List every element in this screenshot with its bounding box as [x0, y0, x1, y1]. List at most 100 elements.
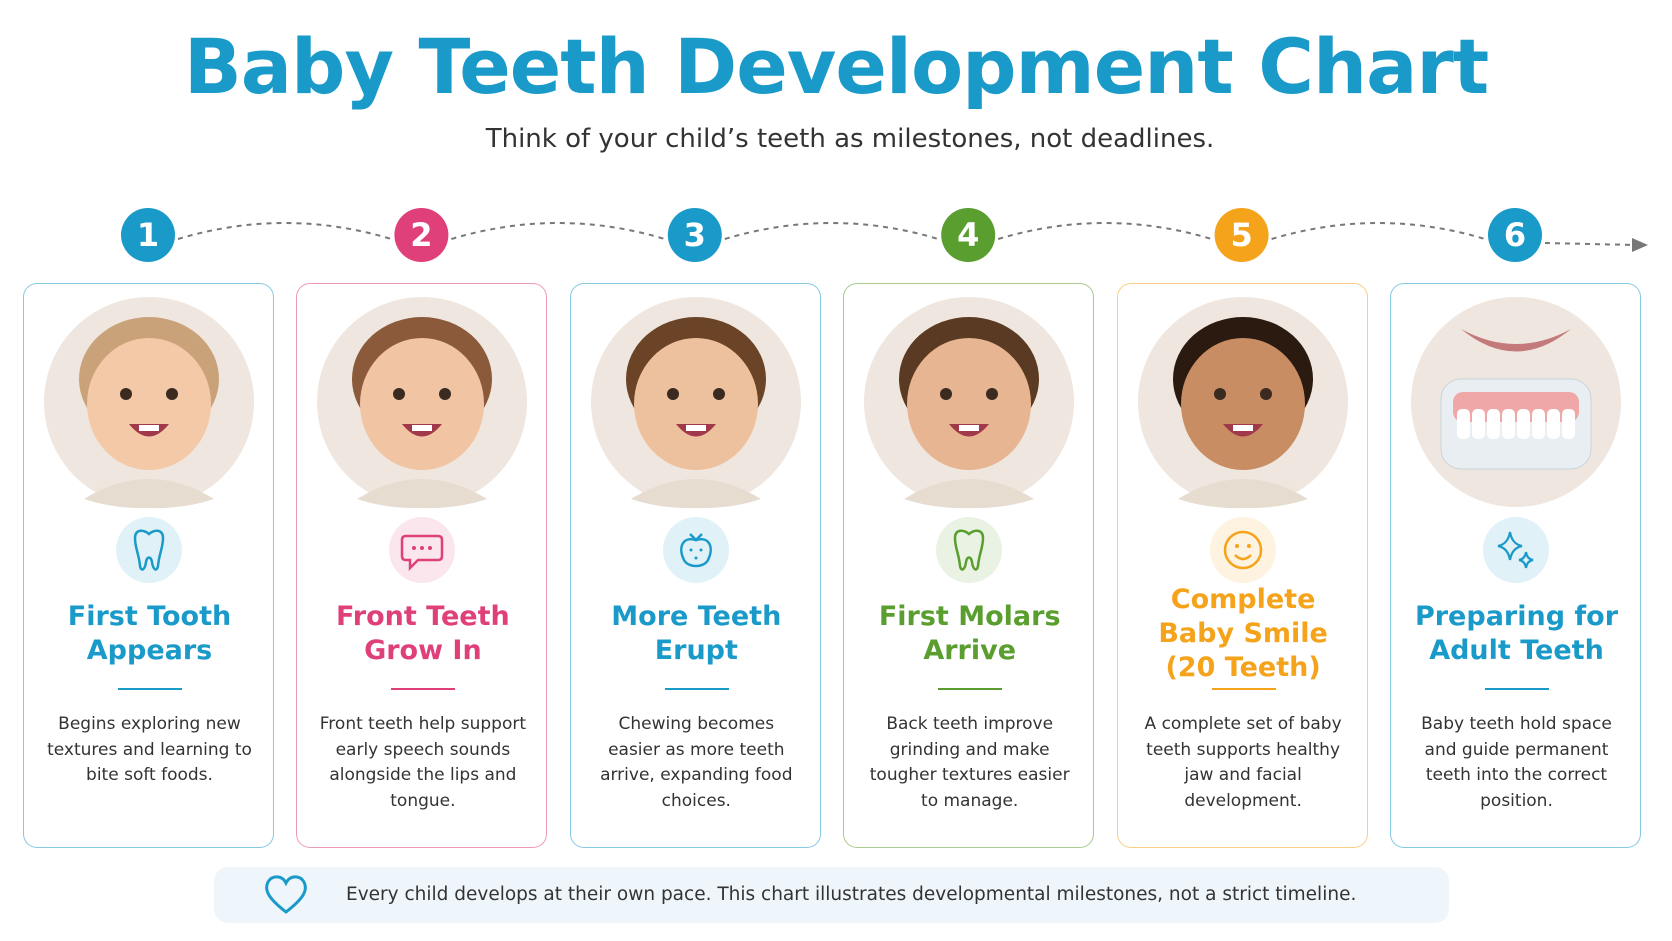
- title-underline: [1211, 688, 1276, 690]
- step-card: First Tooth Appears Begins exploring new …: [23, 283, 274, 848]
- step-title: Preparing for Adult Teeth: [1414, 601, 1619, 666]
- eye: [712, 388, 725, 400]
- face: [633, 338, 758, 470]
- step-text: A complete set of baby teeth supports he…: [1144, 714, 1342, 811]
- icon-part: [1233, 554, 1252, 561]
- step-title: More Teeth Erupt: [611, 601, 782, 666]
- icon-part: [1518, 551, 1534, 569]
- step-art: [864, 297, 1075, 583]
- shirt: [1177, 479, 1308, 509]
- step-badge: [121, 208, 175, 262]
- step-badge: [667, 208, 722, 262]
- footer-note: Every child develops at their own pace. …: [346, 884, 1357, 905]
- icon-part: [1497, 531, 1523, 561]
- icon-bg: [936, 517, 1003, 583]
- gums: [1453, 392, 1579, 422]
- face: [1180, 338, 1305, 470]
- step-text: Front teeth help support early speech so…: [319, 714, 527, 811]
- title-underline: [118, 688, 182, 690]
- title: Baby Teeth Development Chart: [183, 22, 1489, 111]
- icon-part: [694, 556, 698, 560]
- tooth: [1517, 409, 1530, 439]
- eye: [166, 388, 178, 400]
- step-art: [44, 297, 254, 583]
- icon-part: [428, 546, 433, 550]
- step-card: Front Teeth Grow In Front teeth help supp…: [296, 283, 548, 848]
- step-card: Preparing for Adult Teeth Baby teeth hold…: [1390, 283, 1641, 848]
- lips: [1461, 329, 1571, 352]
- heart-icon: [265, 875, 307, 914]
- icon-part: [953, 529, 985, 571]
- step-art: [1411, 297, 1621, 583]
- shirt: [357, 479, 488, 509]
- step-text: Back teeth improve grinding and make tou…: [869, 714, 1070, 811]
- step-art: [1137, 297, 1348, 583]
- teeth: [1232, 425, 1253, 431]
- icon-part: [420, 546, 425, 550]
- step-icon: [1497, 531, 1534, 569]
- icon-part: [1223, 530, 1262, 570]
- tooth: [1547, 409, 1560, 439]
- arrow-head: [1632, 238, 1648, 252]
- step-number: 3: [684, 216, 706, 254]
- icon-part: [699, 548, 703, 552]
- step-icon: [953, 529, 985, 571]
- shirt: [904, 479, 1035, 509]
- icon-part: [1234, 544, 1239, 548]
- eye: [940, 388, 953, 400]
- step-card: Complete Baby Smile (20 Teeth) A complete…: [1116, 283, 1368, 848]
- icon-part: [412, 546, 417, 550]
- step-number: 6: [1504, 216, 1526, 254]
- step-number: 1: [137, 216, 159, 254]
- title-underline: [938, 688, 1003, 690]
- step-card: More Teeth Erupt Chewing becomes easier a…: [569, 283, 821, 848]
- icon-part: [688, 533, 703, 542]
- step-number: 4: [957, 216, 979, 254]
- icon-part: [401, 534, 444, 572]
- tooth: [1502, 409, 1515, 439]
- title-underline: [391, 688, 456, 690]
- icon-part: [689, 548, 693, 552]
- eye: [439, 388, 452, 400]
- tooth: [1472, 409, 1485, 439]
- teeth: [412, 425, 433, 431]
- icon-bg: [1209, 517, 1276, 583]
- step-title: First Molars Arrive: [878, 601, 1061, 666]
- shirt: [630, 479, 761, 509]
- step-title: Front Teeth Grow In: [336, 601, 510, 666]
- icon-bg: [662, 517, 729, 583]
- step-art: [317, 297, 528, 583]
- step-badge: [1488, 208, 1542, 262]
- step-title: Complete Baby Smile (20 Teeth): [1158, 584, 1328, 683]
- icon-part: [133, 529, 165, 571]
- icon-part: [1246, 544, 1251, 548]
- eye: [393, 388, 406, 400]
- step-badge: [941, 208, 996, 262]
- step-number: 5: [1230, 216, 1252, 254]
- step-title: First Tooth Appears: [67, 601, 232, 666]
- subtitle: Think of your child’s teeth as milestone…: [485, 124, 1215, 154]
- step-text: Chewing becomes easier as more teeth arr…: [600, 714, 793, 811]
- step-text: Begins exploring new textures and learni…: [47, 714, 252, 785]
- tooth: [1532, 409, 1545, 439]
- eye: [1213, 388, 1226, 400]
- step-icon: [679, 533, 712, 568]
- step-icon: [133, 529, 165, 571]
- teeth: [139, 425, 159, 431]
- icon-part: [679, 537, 712, 568]
- step-card: First Molars Arrive Back teeth improve gr…: [843, 283, 1095, 848]
- shirt: [84, 479, 214, 509]
- tooth: [1562, 409, 1575, 439]
- title-underline: [664, 688, 729, 690]
- step-badge: [1214, 208, 1269, 262]
- footer-bar: [214, 867, 1449, 923]
- face: [907, 338, 1032, 470]
- tooth: [1487, 409, 1500, 439]
- step-number: 2: [410, 216, 432, 254]
- teeth: [959, 425, 980, 431]
- step-icon: [1223, 530, 1262, 570]
- step-badge: [394, 208, 449, 262]
- step-icon: [401, 534, 444, 572]
- eye: [666, 388, 679, 400]
